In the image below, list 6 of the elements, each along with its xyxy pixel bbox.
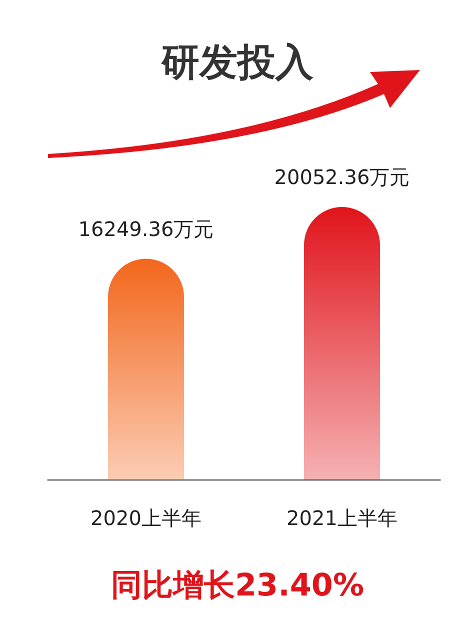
text: 同比增长23.40% [110,568,364,604]
data-label: 16249.36万元 [78,216,214,241]
x-tick-label: 2021上半年 [286,506,398,530]
x-tick-label: 2020上半年 [90,506,202,530]
chart-title: 研发投入 [160,40,314,84]
data-label: 20052.36万元 [274,165,410,189]
